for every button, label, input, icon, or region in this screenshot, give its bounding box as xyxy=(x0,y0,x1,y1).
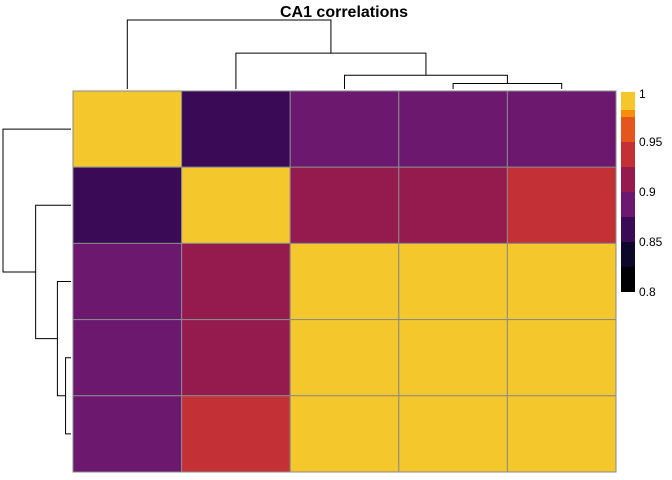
column-dendrogram-link-4 xyxy=(126,19,332,89)
colorbar-tick-label: 0.85 xyxy=(639,235,663,249)
colorbar-swatch-5 xyxy=(621,167,635,192)
row-dendrogram-link-4 xyxy=(2,128,71,273)
heatmap-cell-r5-c5 xyxy=(506,395,617,473)
row-dendrogram xyxy=(2,128,71,435)
colorbar-tick-label: 0.95 xyxy=(639,135,663,149)
column-dendrogram xyxy=(126,19,563,89)
colorbar-swatch-9 xyxy=(621,92,635,110)
heatmap-cell-r1-c2 xyxy=(181,90,291,168)
heatmap-cell-r4-c5 xyxy=(506,319,617,397)
row-dendrogram-link-3 xyxy=(35,204,71,340)
column-dendrogram-link-2 xyxy=(344,74,508,89)
heatmap-cell-r5-c3 xyxy=(289,395,400,473)
colorbar-swatch-1 xyxy=(621,267,635,292)
heatmap-cell-r1-c3 xyxy=(289,90,400,168)
heatmap-cell-r2-c5 xyxy=(506,166,617,244)
heatmap-cell-r3-c5 xyxy=(506,242,617,321)
heatmap-cell-r4-c3 xyxy=(289,319,400,397)
colorbar-tick-label: 1 xyxy=(639,87,646,101)
colorbar-swatch-2 xyxy=(621,242,635,267)
row-dendrogram-link-1 xyxy=(65,357,71,435)
heatmap-cell-r3-c1 xyxy=(72,242,183,321)
heatmap-cell-r3-c4 xyxy=(398,242,508,321)
heatmap-cells xyxy=(72,90,617,473)
heatmap-cell-r2-c1 xyxy=(72,166,183,244)
colorbar-tick-label: 0.9 xyxy=(639,185,656,199)
heatmap-cell-r2-c2 xyxy=(181,166,291,244)
heatmap-cell-r2-c3 xyxy=(289,166,400,244)
colorbar-tick-label: 0.8 xyxy=(639,285,656,299)
heatmap-cell-r2-c4 xyxy=(398,166,508,244)
heatmap-cell-r5-c2 xyxy=(181,395,291,473)
heatmap-cell-r1-c1 xyxy=(72,90,183,168)
colorbar-swatch-6 xyxy=(621,142,635,167)
colorbar-swatch-3 xyxy=(621,217,635,242)
heatmap-cell-r4-c2 xyxy=(181,319,291,397)
chart-title: CA1 correlations xyxy=(280,4,408,21)
heatmap-cell-r3-c3 xyxy=(289,242,400,321)
heatmap-cell-r3-c2 xyxy=(181,242,291,321)
heatmap-cell-r1-c4 xyxy=(398,90,508,168)
heatmap-cell-r1-c5 xyxy=(506,90,617,168)
heatmap-cell-r5-c1 xyxy=(72,395,183,473)
heatmap-cell-r4-c1 xyxy=(72,319,183,397)
colorbar-legend: 1 0.95 0.9 0.85 0.8 xyxy=(621,87,663,299)
column-dendrogram-link-3 xyxy=(235,52,427,89)
colorbar-swatch-7 xyxy=(621,117,635,142)
heatmap-cell-r5-c4 xyxy=(398,395,508,473)
colorbar-swatch-4 xyxy=(621,192,635,217)
column-dendrogram-link-1 xyxy=(452,82,563,89)
heatmap-cell-r4-c4 xyxy=(398,319,508,397)
row-dendrogram-link-2 xyxy=(56,281,71,397)
